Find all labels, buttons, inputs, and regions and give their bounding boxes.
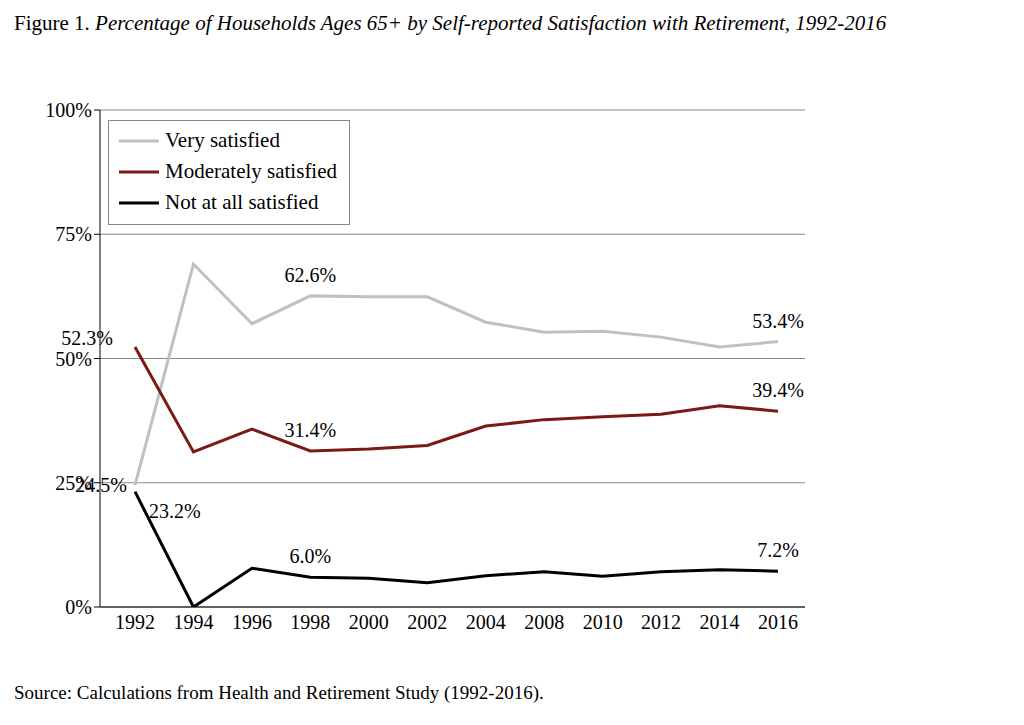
svg-text:2000: 2000 (349, 611, 389, 633)
svg-text:62.6%: 62.6% (285, 264, 337, 286)
svg-text:1996: 1996 (232, 611, 272, 633)
html-text:Figure 1. Percentage of Househ: Figure 1. Percentage of Households Ages … (14, 11, 887, 35)
svg-text:50%: 50% (55, 348, 92, 370)
svg-text:31.4%: 31.4% (285, 419, 337, 441)
html-text:Source: Calculations from Heal: Source: Calculations from Health and Ret… (14, 682, 544, 703)
svg-text:39.4%: 39.4% (752, 379, 804, 401)
svg-text:2010: 2010 (583, 611, 623, 633)
html-text:Not at all satisfied: Not at all satisfied (165, 190, 319, 214)
html-text:Very satisfied: Very satisfied (165, 128, 280, 152)
svg-text:24.5%: 24.5% (75, 474, 127, 496)
svg-text:75%: 75% (55, 223, 92, 245)
svg-text:2008: 2008 (524, 611, 564, 633)
svg-text:2012: 2012 (641, 611, 681, 633)
svg-text:53.4%: 53.4% (752, 310, 804, 332)
svg-text:2016: 2016 (758, 611, 798, 633)
svg-text:6.0%: 6.0% (290, 545, 332, 567)
svg-text:0%: 0% (65, 596, 92, 618)
svg-text:2014: 2014 (700, 611, 740, 633)
svg-text:2004: 2004 (466, 611, 506, 633)
svg-text:23.2%: 23.2% (149, 500, 201, 522)
svg-text:25%: 25% (55, 471, 92, 494)
svg-text:1992: 1992 (115, 611, 155, 633)
svg-text:1994: 1994 (173, 611, 213, 633)
svg-text:2002: 2002 (407, 611, 447, 633)
html-text:Moderately satisfied: Moderately satisfied (165, 159, 337, 183)
svg-text:7.2%: 7.2% (757, 539, 799, 561)
svg-text:1998: 1998 (290, 611, 330, 633)
svg-text:100%: 100% (45, 99, 92, 121)
svg-text:52.3%: 52.3% (61, 327, 113, 349)
